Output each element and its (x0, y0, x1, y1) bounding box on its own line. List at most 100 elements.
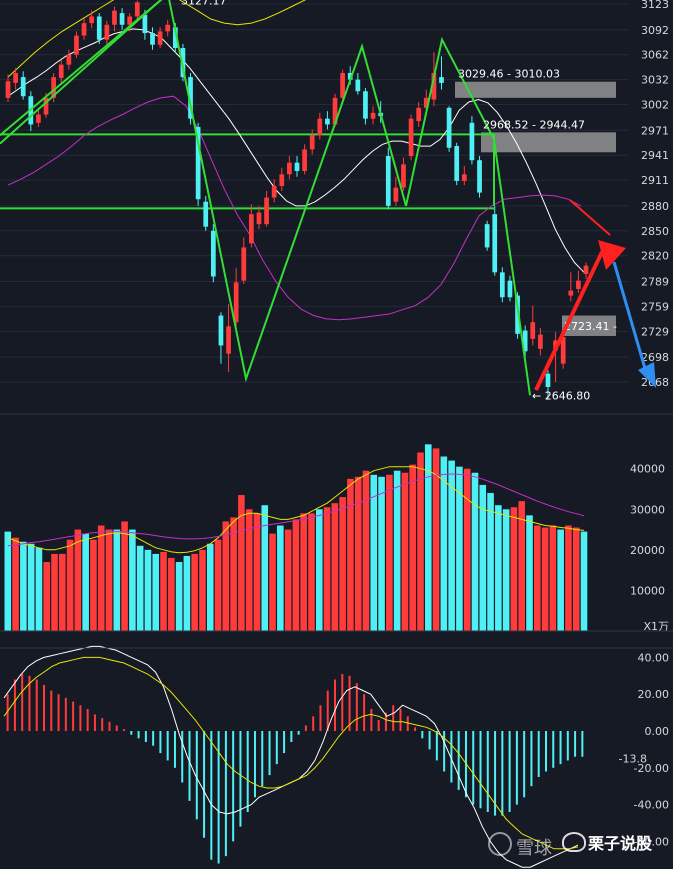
candle-body (408, 118, 414, 157)
candle-body (332, 97, 338, 125)
volume-bar (393, 470, 401, 631)
price-tick-label: 2880 (641, 200, 669, 213)
volume-bar (199, 549, 206, 631)
price-tick-label: 2971 (641, 124, 669, 137)
volume-bar (253, 513, 261, 631)
candle-body (195, 126, 201, 200)
volume-tick-label: 30000 (630, 503, 665, 516)
volume-bar (12, 537, 19, 631)
volume-bar (557, 529, 564, 631)
volume-bar (323, 507, 331, 631)
volume-bar (136, 545, 144, 631)
candle-body (576, 280, 581, 289)
candle-body (188, 77, 193, 119)
volume-bar (502, 509, 510, 631)
ma-long-line (7, 95, 582, 321)
candle-body (568, 290, 574, 296)
candle-body (538, 334, 543, 349)
candle-body (96, 16, 102, 40)
volume-bar (292, 519, 300, 631)
volume-bar (284, 529, 292, 631)
price-tick-label: 2789 (641, 275, 669, 288)
candle-body (112, 10, 117, 25)
price-tick-label: 2759 (641, 300, 669, 313)
volume-bar (4, 531, 12, 631)
watermark-author: 栗子说股 (588, 834, 653, 853)
volume-bar (331, 503, 339, 631)
volume-bar (463, 468, 471, 631)
volume-bar (183, 555, 191, 631)
volume-bar (471, 472, 479, 631)
candle-body (492, 214, 498, 273)
volume-panel: 40000 30000 20000 10000 X1万 (4, 444, 669, 633)
macd-tick-label: 40.00 (638, 651, 670, 664)
wave-trendline (0, 0, 531, 396)
chestnut-icon (562, 832, 586, 852)
watermark: 雪球 栗子说股 (488, 828, 668, 864)
price-tick-label: 3032 (641, 74, 669, 87)
volume-tick-label: 40000 (630, 463, 665, 476)
volume-tick-label: 10000 (630, 584, 665, 597)
candle-body (218, 315, 224, 346)
volume-bar (66, 539, 74, 631)
candle-body (66, 54, 72, 65)
candle-body (43, 97, 49, 115)
resistance-zone (455, 81, 616, 98)
candle-body (431, 72, 437, 100)
macd-tick-label: 20.00 (638, 688, 670, 701)
candle-body (461, 174, 467, 181)
volume-bar (417, 452, 424, 631)
price-tick-label: 3062 (641, 49, 669, 62)
volume-bar (300, 513, 307, 631)
volume-bar (448, 460, 455, 631)
price-annotation: 3127.17 (181, 0, 227, 8)
candle-body (294, 162, 300, 171)
volume-unit-label: X1万 (643, 620, 669, 633)
candle-body (347, 72, 353, 80)
candle-body (142, 14, 148, 34)
candle-body (499, 272, 505, 298)
candle-body (20, 77, 26, 97)
forecast-line (569, 199, 611, 236)
volume-bar (518, 501, 526, 631)
volume-bar (409, 464, 416, 631)
price-tick-label: 3002 (641, 99, 669, 112)
volume-bar (456, 466, 463, 631)
volume-bar (277, 525, 284, 631)
volume-bar (113, 529, 121, 631)
volume-bar (238, 495, 245, 631)
candle-body (89, 16, 95, 24)
volume-bar (362, 470, 370, 631)
candle-body (454, 146, 460, 181)
watermark-brand: 雪球 (516, 838, 552, 859)
volume-bar (144, 549, 152, 631)
volume-bar (315, 509, 323, 631)
candle-body (416, 107, 422, 122)
volume-bar (97, 525, 105, 631)
volume-bar (269, 533, 276, 631)
price-annotation: 2968.52 - 2944.47 (483, 118, 585, 131)
volume-bar (487, 493, 494, 631)
candle-body (51, 77, 56, 98)
resistance-zone (562, 315, 616, 336)
volume-bar (160, 551, 167, 631)
candle-body (271, 185, 277, 198)
volume-bar (510, 507, 518, 631)
candle-body (545, 373, 551, 387)
candle-body (560, 337, 566, 364)
macd-tick-label: 0.00 (645, 725, 670, 738)
overlay-layer (0, 199, 673, 649)
candle-body (233, 282, 239, 323)
price-tick-label: 2729 (641, 325, 669, 338)
resistance-zone (481, 132, 616, 153)
volume-bar (339, 497, 346, 631)
candle-body (150, 33, 155, 45)
boll-upper-line (7, 0, 307, 78)
candle-body (370, 112, 376, 119)
macd-tick-label: -40.00 (634, 799, 669, 812)
candle-body (13, 72, 18, 83)
forecast-up-arrow (534, 251, 604, 391)
volume-bar (541, 527, 549, 631)
candle-body (104, 24, 110, 40)
